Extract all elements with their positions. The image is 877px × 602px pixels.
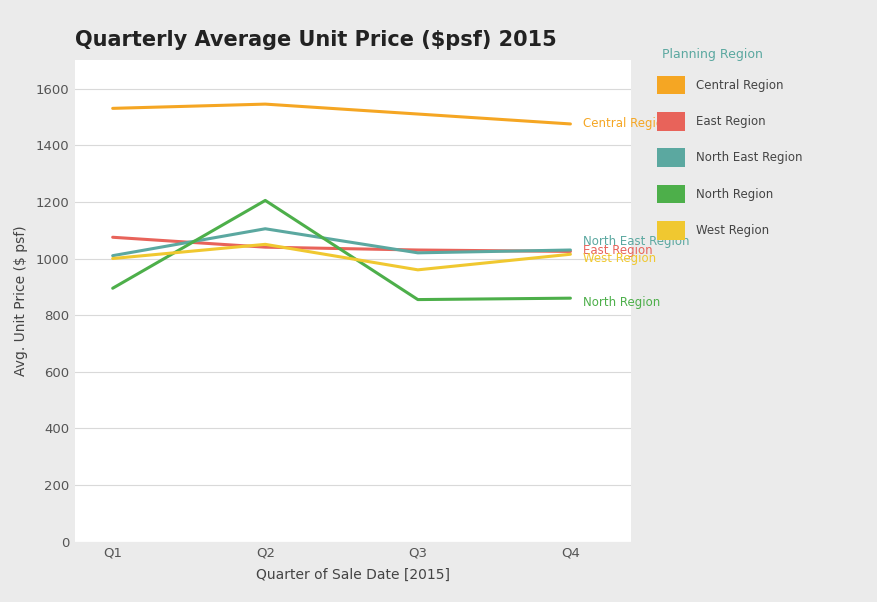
FancyBboxPatch shape xyxy=(658,112,686,131)
Text: Central Region: Central Region xyxy=(582,117,670,131)
X-axis label: Quarter of Sale Date [2015]: Quarter of Sale Date [2015] xyxy=(256,568,450,582)
Text: East Region: East Region xyxy=(582,244,652,257)
Text: North East Region: North East Region xyxy=(696,151,802,164)
Text: North Region: North Region xyxy=(582,296,660,309)
Text: West Region: West Region xyxy=(582,252,656,265)
FancyBboxPatch shape xyxy=(658,185,686,203)
FancyBboxPatch shape xyxy=(658,148,686,167)
Text: North East Region: North East Region xyxy=(582,235,689,248)
FancyBboxPatch shape xyxy=(658,221,686,240)
Text: North Region: North Region xyxy=(696,188,774,200)
Text: East Region: East Region xyxy=(696,115,766,128)
Y-axis label: Avg. Unit Price ($ psf): Avg. Unit Price ($ psf) xyxy=(14,226,27,376)
FancyBboxPatch shape xyxy=(658,76,686,95)
Text: West Region: West Region xyxy=(696,224,769,237)
Text: Planning Region: Planning Region xyxy=(662,48,763,61)
Text: Central Region: Central Region xyxy=(696,78,784,92)
Text: Quarterly Average Unit Price ($psf) 2015: Quarterly Average Unit Price ($psf) 2015 xyxy=(75,30,556,51)
